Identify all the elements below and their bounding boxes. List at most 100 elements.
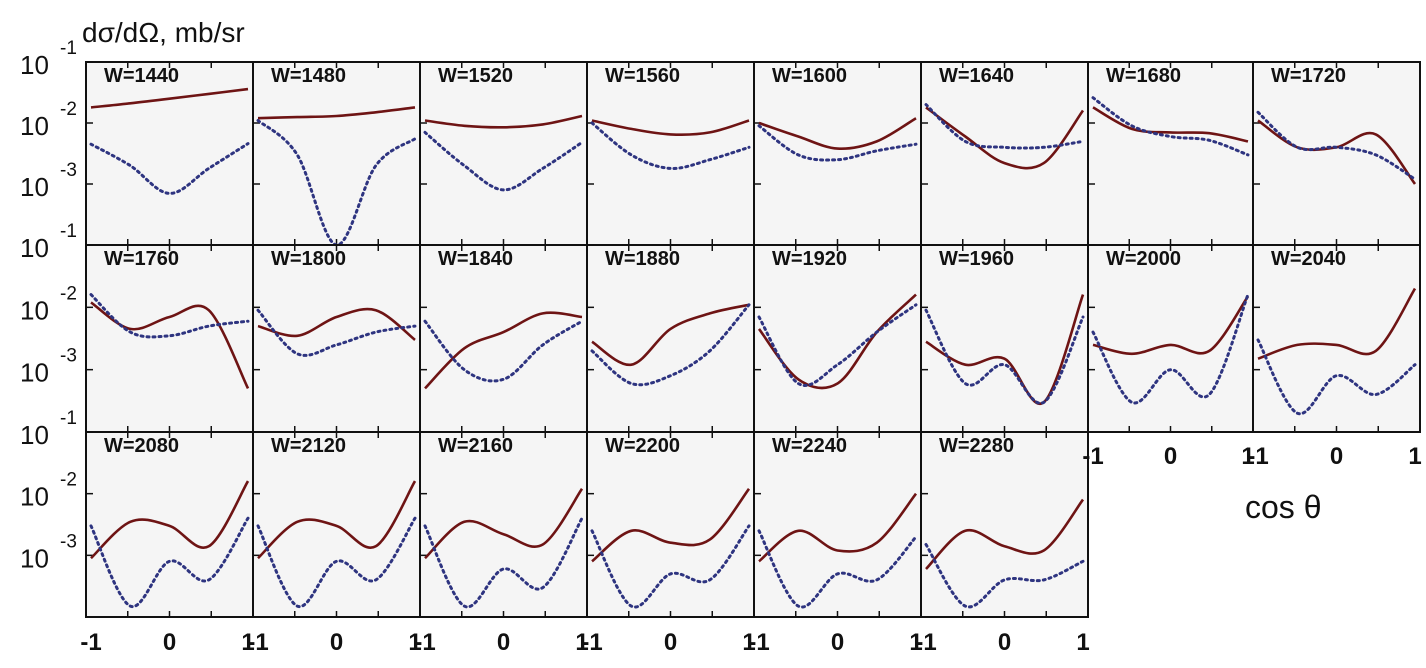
solid-curve xyxy=(925,498,1085,570)
dotted-curve xyxy=(1091,293,1250,405)
panel-ticks xyxy=(1252,244,1421,432)
panels-group: W=1440 W=1480 W=1520 W=1560 W=1600 W=1640 W=16… xyxy=(85,61,1421,618)
panel-frame xyxy=(85,61,254,246)
dotted-curve xyxy=(1256,338,1417,416)
x-tick-label: 1 xyxy=(742,629,755,656)
panel-ticks xyxy=(85,431,254,617)
y-tick-label: 10 xyxy=(20,233,49,263)
panel-frame xyxy=(1252,61,1421,246)
y-tick-label: 10 xyxy=(20,482,49,512)
y-tick-label: 10 xyxy=(20,111,49,141)
y-tick-label: 10 xyxy=(20,358,49,388)
solid-curve xyxy=(925,106,1085,170)
solid-curve xyxy=(758,117,917,151)
panel-w-2080: W=2080 xyxy=(85,431,254,618)
panel-w-1440: W=1440 xyxy=(85,61,254,246)
x-tick-label: 0 xyxy=(330,629,343,656)
y-axis-title: dσ/dΩ, mb/sr xyxy=(82,17,245,48)
panel-w-1520: W=1520 xyxy=(419,61,588,246)
panel-label: W=1480 xyxy=(271,65,346,87)
dotted-curve xyxy=(256,119,417,244)
panel-label: W=1520 xyxy=(438,65,513,87)
x-tick-label: 0 xyxy=(831,629,844,656)
dotted-curve xyxy=(924,103,1085,150)
panel-frame xyxy=(85,244,254,433)
x-tick-label: 1 xyxy=(909,629,922,656)
panel-w-2200: W=2200 xyxy=(586,431,755,618)
panel-label: W=2200 xyxy=(605,435,680,457)
panel-frame xyxy=(1087,244,1254,433)
dotted-curve xyxy=(757,124,918,162)
y-tick-exponent: -1 xyxy=(60,221,77,242)
y-tick-exponent: -3 xyxy=(60,346,77,367)
x-tick-label: 0 xyxy=(497,629,510,656)
panel-label: W=2160 xyxy=(438,435,513,457)
tick-labels-group: 10-110-210-310-110-210-310-110-210-3-1 0 1… xyxy=(20,38,1422,656)
y-tick-exponent: -1 xyxy=(60,408,77,429)
y-tick-label: 10 xyxy=(20,295,49,325)
panel-label: W=2280 xyxy=(939,435,1014,457)
panel-frame xyxy=(419,431,588,618)
panel-label: W=2120 xyxy=(271,435,346,457)
solid-curve xyxy=(90,480,250,560)
y-tick-label: 10 xyxy=(20,50,49,80)
panel-label: W=1800 xyxy=(271,248,346,270)
panel-w-1880: W=1880 xyxy=(586,244,755,433)
x-tick-label: 0 xyxy=(1330,443,1343,470)
panel-frame xyxy=(586,431,755,618)
y-tick-label: 10 xyxy=(20,543,49,573)
x-tick-label: -1 xyxy=(748,629,769,656)
y-tick-exponent: -2 xyxy=(60,99,77,120)
panel-label: W=1600 xyxy=(772,65,847,87)
panel-label: W=1560 xyxy=(605,65,680,87)
dotted-curve xyxy=(256,308,417,357)
x-tick-label: 0 xyxy=(1164,443,1177,470)
solid-curve xyxy=(925,294,1085,406)
y-tick-label: 10 xyxy=(20,172,49,202)
solid-curve xyxy=(591,303,750,367)
dotted-curve xyxy=(423,319,584,383)
dotted-curve xyxy=(757,303,918,387)
x-tick-label: 1 xyxy=(241,629,254,656)
y-tick-exponent: -3 xyxy=(60,160,77,181)
y-tick-label: 10 xyxy=(20,420,49,450)
panel-w-1680: W=1680 xyxy=(1087,61,1254,246)
x-tick-label: -1 xyxy=(915,629,936,656)
panel-label: W=2080 xyxy=(104,435,179,457)
panel-frame xyxy=(586,244,755,433)
solid-curve xyxy=(424,311,583,390)
dotted-curve xyxy=(256,516,417,608)
panel-label: W=2240 xyxy=(772,435,847,457)
panel-ticks xyxy=(920,431,1089,617)
panel-frame xyxy=(419,61,588,246)
panel-w-1840: W=1840 xyxy=(419,244,588,433)
panel-label: W=1680 xyxy=(1106,65,1181,87)
panel-w-1760: W=1760 xyxy=(85,244,254,433)
solid-curve xyxy=(257,106,416,120)
panel-frame xyxy=(920,61,1089,246)
panel-w-1800: W=1800 xyxy=(252,244,421,433)
dotted-curve xyxy=(590,524,751,609)
panel-label: W=2000 xyxy=(1106,248,1181,270)
solid-curve xyxy=(257,307,416,341)
dotted-curve xyxy=(590,121,751,170)
panel-label: W=1960 xyxy=(939,248,1014,270)
x-tick-label: -1 xyxy=(247,629,268,656)
x-tick-label: 1 xyxy=(1076,629,1089,656)
panel-ticks xyxy=(419,61,588,245)
panel-w-2040: W=2040 xyxy=(1252,244,1421,433)
x-tick-label: 1 xyxy=(408,629,421,656)
panel-label: W=1840 xyxy=(438,248,513,270)
solid-curve xyxy=(90,87,249,109)
solid-curve xyxy=(424,488,584,560)
panel-frame xyxy=(920,244,1089,433)
solid-curve xyxy=(1092,106,1249,143)
dotted-curve xyxy=(924,308,1085,405)
panel-frame xyxy=(753,244,922,433)
panel-label: W=1640 xyxy=(939,65,1014,87)
panel-frame xyxy=(252,244,421,433)
panel-label: W=1440 xyxy=(104,65,179,87)
panel-w-1960: W=1960 xyxy=(920,244,1089,433)
panel-w-2280: W=2280 xyxy=(920,431,1089,618)
dotted-curve xyxy=(1256,110,1417,181)
